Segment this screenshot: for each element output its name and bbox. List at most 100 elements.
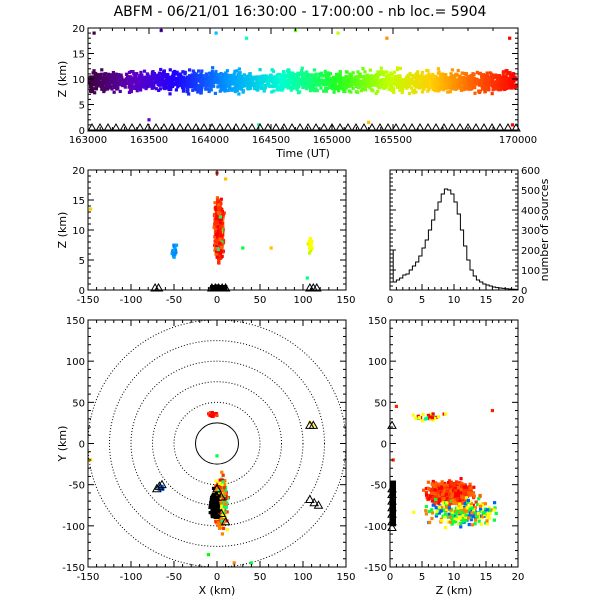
time-height-point: [221, 72, 225, 76]
time-height-point: [155, 73, 159, 77]
time-height-point: [105, 87, 109, 91]
time-height-point: [146, 82, 150, 87]
time-height-point: [372, 78, 377, 82]
time-height-point: [407, 82, 412, 86]
station-marker: [295, 122, 305, 132]
time-height-point: [205, 80, 209, 84]
height-histogram-xtick-label: 20: [512, 295, 525, 306]
time-height-point: [307, 75, 311, 79]
time-height-point: [389, 84, 394, 88]
x-y-point: [216, 502, 220, 506]
time-height-point: [511, 83, 515, 87]
time-height-point: [110, 77, 115, 81]
time-height-point: [241, 90, 245, 94]
station-marker: [87, 122, 97, 132]
station-marker: [135, 122, 145, 132]
x-y-point: [211, 492, 215, 496]
time-height-point: [219, 82, 223, 86]
time-height-point: [434, 79, 438, 83]
time-height-point: [165, 85, 169, 89]
time-height-point: [360, 79, 364, 83]
x-y-point: [222, 486, 226, 490]
time-height-point: [187, 79, 191, 83]
time-height-point: [506, 86, 510, 90]
time-height-point: [337, 89, 341, 93]
time-height-point: [507, 79, 512, 83]
x-y-point: [215, 486, 219, 490]
x-y-stations: [151, 420, 324, 526]
time-height-point: [334, 79, 338, 83]
time-height-xlabel: Time (UT): [275, 147, 330, 160]
time-height-point: [468, 74, 472, 78]
time-height-ytick-label: 20: [72, 24, 85, 35]
time-height-point: [251, 77, 255, 81]
time-height-point: [352, 77, 356, 81]
time-height-point: [94, 87, 99, 91]
time-height-point: [335, 86, 339, 90]
time-height-point: [373, 83, 377, 87]
time-height-point: [127, 75, 131, 79]
time-height-point: [345, 80, 350, 84]
time-height-point: [127, 70, 132, 75]
time-height-point: [181, 89, 186, 93]
time-height-point: [308, 82, 312, 87]
time-height-point: [465, 80, 469, 84]
time-height-point: [474, 80, 478, 84]
time-height-point: [123, 83, 127, 87]
time-height-ytick-label: 5: [79, 101, 85, 112]
x-y-point: [221, 505, 226, 509]
x-y-point: [225, 528, 230, 532]
time-height-point: [199, 85, 203, 89]
x-y-point: [308, 421, 312, 425]
time-height-point: [411, 73, 415, 78]
time-height-point: [478, 71, 482, 75]
time-height-point: [457, 75, 461, 80]
time-height-point: [412, 80, 416, 85]
time-height-point: [472, 76, 476, 81]
time-height-point: [194, 72, 198, 76]
x-y-point: [311, 423, 315, 427]
time-height-point: [391, 88, 396, 92]
time-height-point: [382, 80, 387, 84]
time-height-point: [322, 89, 326, 93]
time-height-point: [422, 76, 426, 80]
time-height-point: [99, 72, 103, 76]
time-height-point: [219, 72, 223, 76]
time-height-point: [91, 75, 95, 79]
time-height-point: [468, 79, 472, 83]
x-y-point: [232, 561, 236, 565]
time-height-point: [490, 72, 494, 76]
station-marker: [471, 122, 481, 132]
time-height-point: [167, 83, 172, 88]
time-height-point: [343, 82, 347, 86]
time-height-point: [190, 73, 194, 77]
time-height-point: [198, 78, 203, 82]
x-y-point: [214, 502, 218, 506]
x-y-point: [218, 491, 223, 495]
time-height-point: [183, 83, 187, 87]
time-height-point: [331, 77, 335, 81]
height-histogram-ylabel: number of sources: [538, 178, 551, 281]
time-height-point: [356, 86, 361, 90]
time-height-point: [497, 74, 502, 78]
time-height-point: [158, 77, 162, 81]
time-height-point: [444, 86, 448, 90]
time-height-point: [499, 77, 503, 82]
station-marker: [311, 282, 322, 292]
time-height-point: [194, 81, 198, 85]
station-marker: [439, 122, 449, 132]
time-height-point: [110, 87, 114, 91]
time-height-point: [466, 77, 471, 81]
time-height-point: [483, 87, 487, 91]
time-height-point: [187, 92, 191, 96]
time-height-point: [170, 79, 175, 83]
station-marker: [399, 122, 409, 132]
time-height-point: [507, 72, 511, 76]
time-height-point: [410, 78, 414, 82]
time-height-point: [419, 80, 423, 84]
time-height-point: [189, 79, 194, 84]
time-height-point: [459, 88, 464, 92]
time-height-point: [455, 84, 460, 88]
time-height-point: [251, 83, 255, 87]
time-height-point: [221, 84, 225, 88]
